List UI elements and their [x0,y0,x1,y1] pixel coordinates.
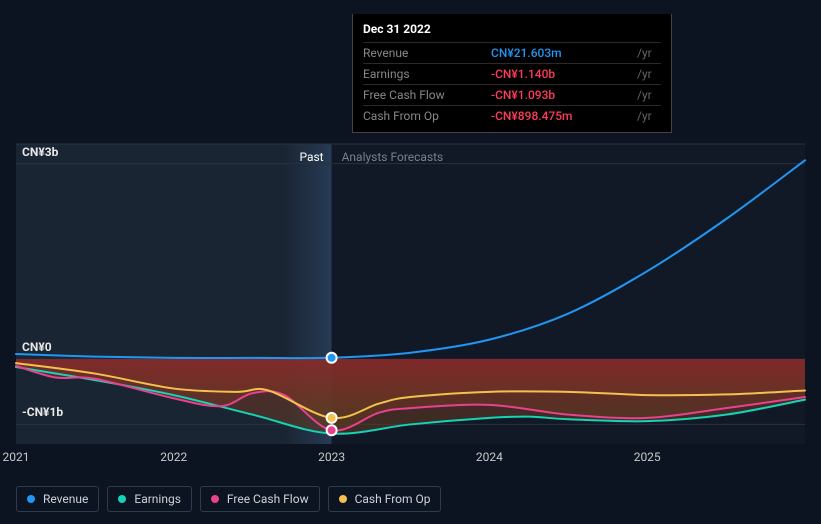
y-tick-label: CN¥0 [22,340,52,354]
tooltip-row-suffix: /yr [633,106,661,127]
x-tick-label: 2022 [160,450,187,464]
x-tick-label: 2025 [634,450,661,464]
tooltip-row-suffix: /yr [633,43,661,64]
tooltip-row-label: Revenue [363,43,483,64]
tooltip-row: Free Cash Flow-CN¥1.093b/yr [363,85,661,106]
legend-item-revenue[interactable]: Revenue [16,486,99,512]
tooltip-row-value: CN¥21.603m [483,43,633,64]
y-tick-label: -CN¥1b [22,405,63,419]
tooltip-row-label: Earnings [363,64,483,85]
legend-item-label: Cash From Op [355,492,431,506]
legend-item-earnings[interactable]: Earnings [107,486,192,512]
tooltip-row-suffix: /yr [633,85,661,106]
x-tick-label: 2021 [3,450,30,464]
data-tooltip: Dec 31 2022 RevenueCN¥21.603m/yrEarnings… [352,14,672,133]
legend-item-label: Revenue [43,492,88,506]
legend: Revenue Earnings Free Cash Flow Cash From O… [16,486,441,512]
tooltip-row-label: Cash From Op [363,106,483,127]
tooltip-row-suffix: /yr [633,64,661,85]
tooltip-row-value: -CN¥1.093b [483,85,633,106]
tooltip-row: RevenueCN¥21.603m/yr [363,43,661,64]
x-tick-label: 2023 [318,450,345,464]
tooltip-row: Cash From Op-CN¥898.475m/yr [363,106,661,127]
legend-dot-icon [211,495,219,503]
legend-item-label: Earnings [134,492,181,506]
tooltip-table: RevenueCN¥21.603m/yrEarnings-CN¥1.140b/y… [363,42,661,126]
legend-item-label: Free Cash Flow [227,492,309,506]
tooltip-row-value: -CN¥1.140b [483,64,633,85]
tooltip-date: Dec 31 2022 [363,20,661,42]
legend-dot-icon [339,495,347,503]
legend-item-cfo[interactable]: Cash From Op [328,486,442,512]
x-tick-label: 2024 [476,450,503,464]
tooltip-row: Earnings-CN¥1.140b/yr [363,64,661,85]
tooltip-row-value: -CN¥898.475m [483,106,633,127]
section-label-past: Past [16,148,324,166]
tooltip-row-label: Free Cash Flow [363,85,483,106]
legend-dot-icon [118,495,126,503]
legend-item-fcf[interactable]: Free Cash Flow [200,486,320,512]
legend-dot-icon [27,495,35,503]
section-label-forecast: Analysts Forecasts [342,148,444,166]
chart-frame: CN¥3bCN¥0-CN¥1b 20212022202320242025 Pas… [0,0,821,524]
